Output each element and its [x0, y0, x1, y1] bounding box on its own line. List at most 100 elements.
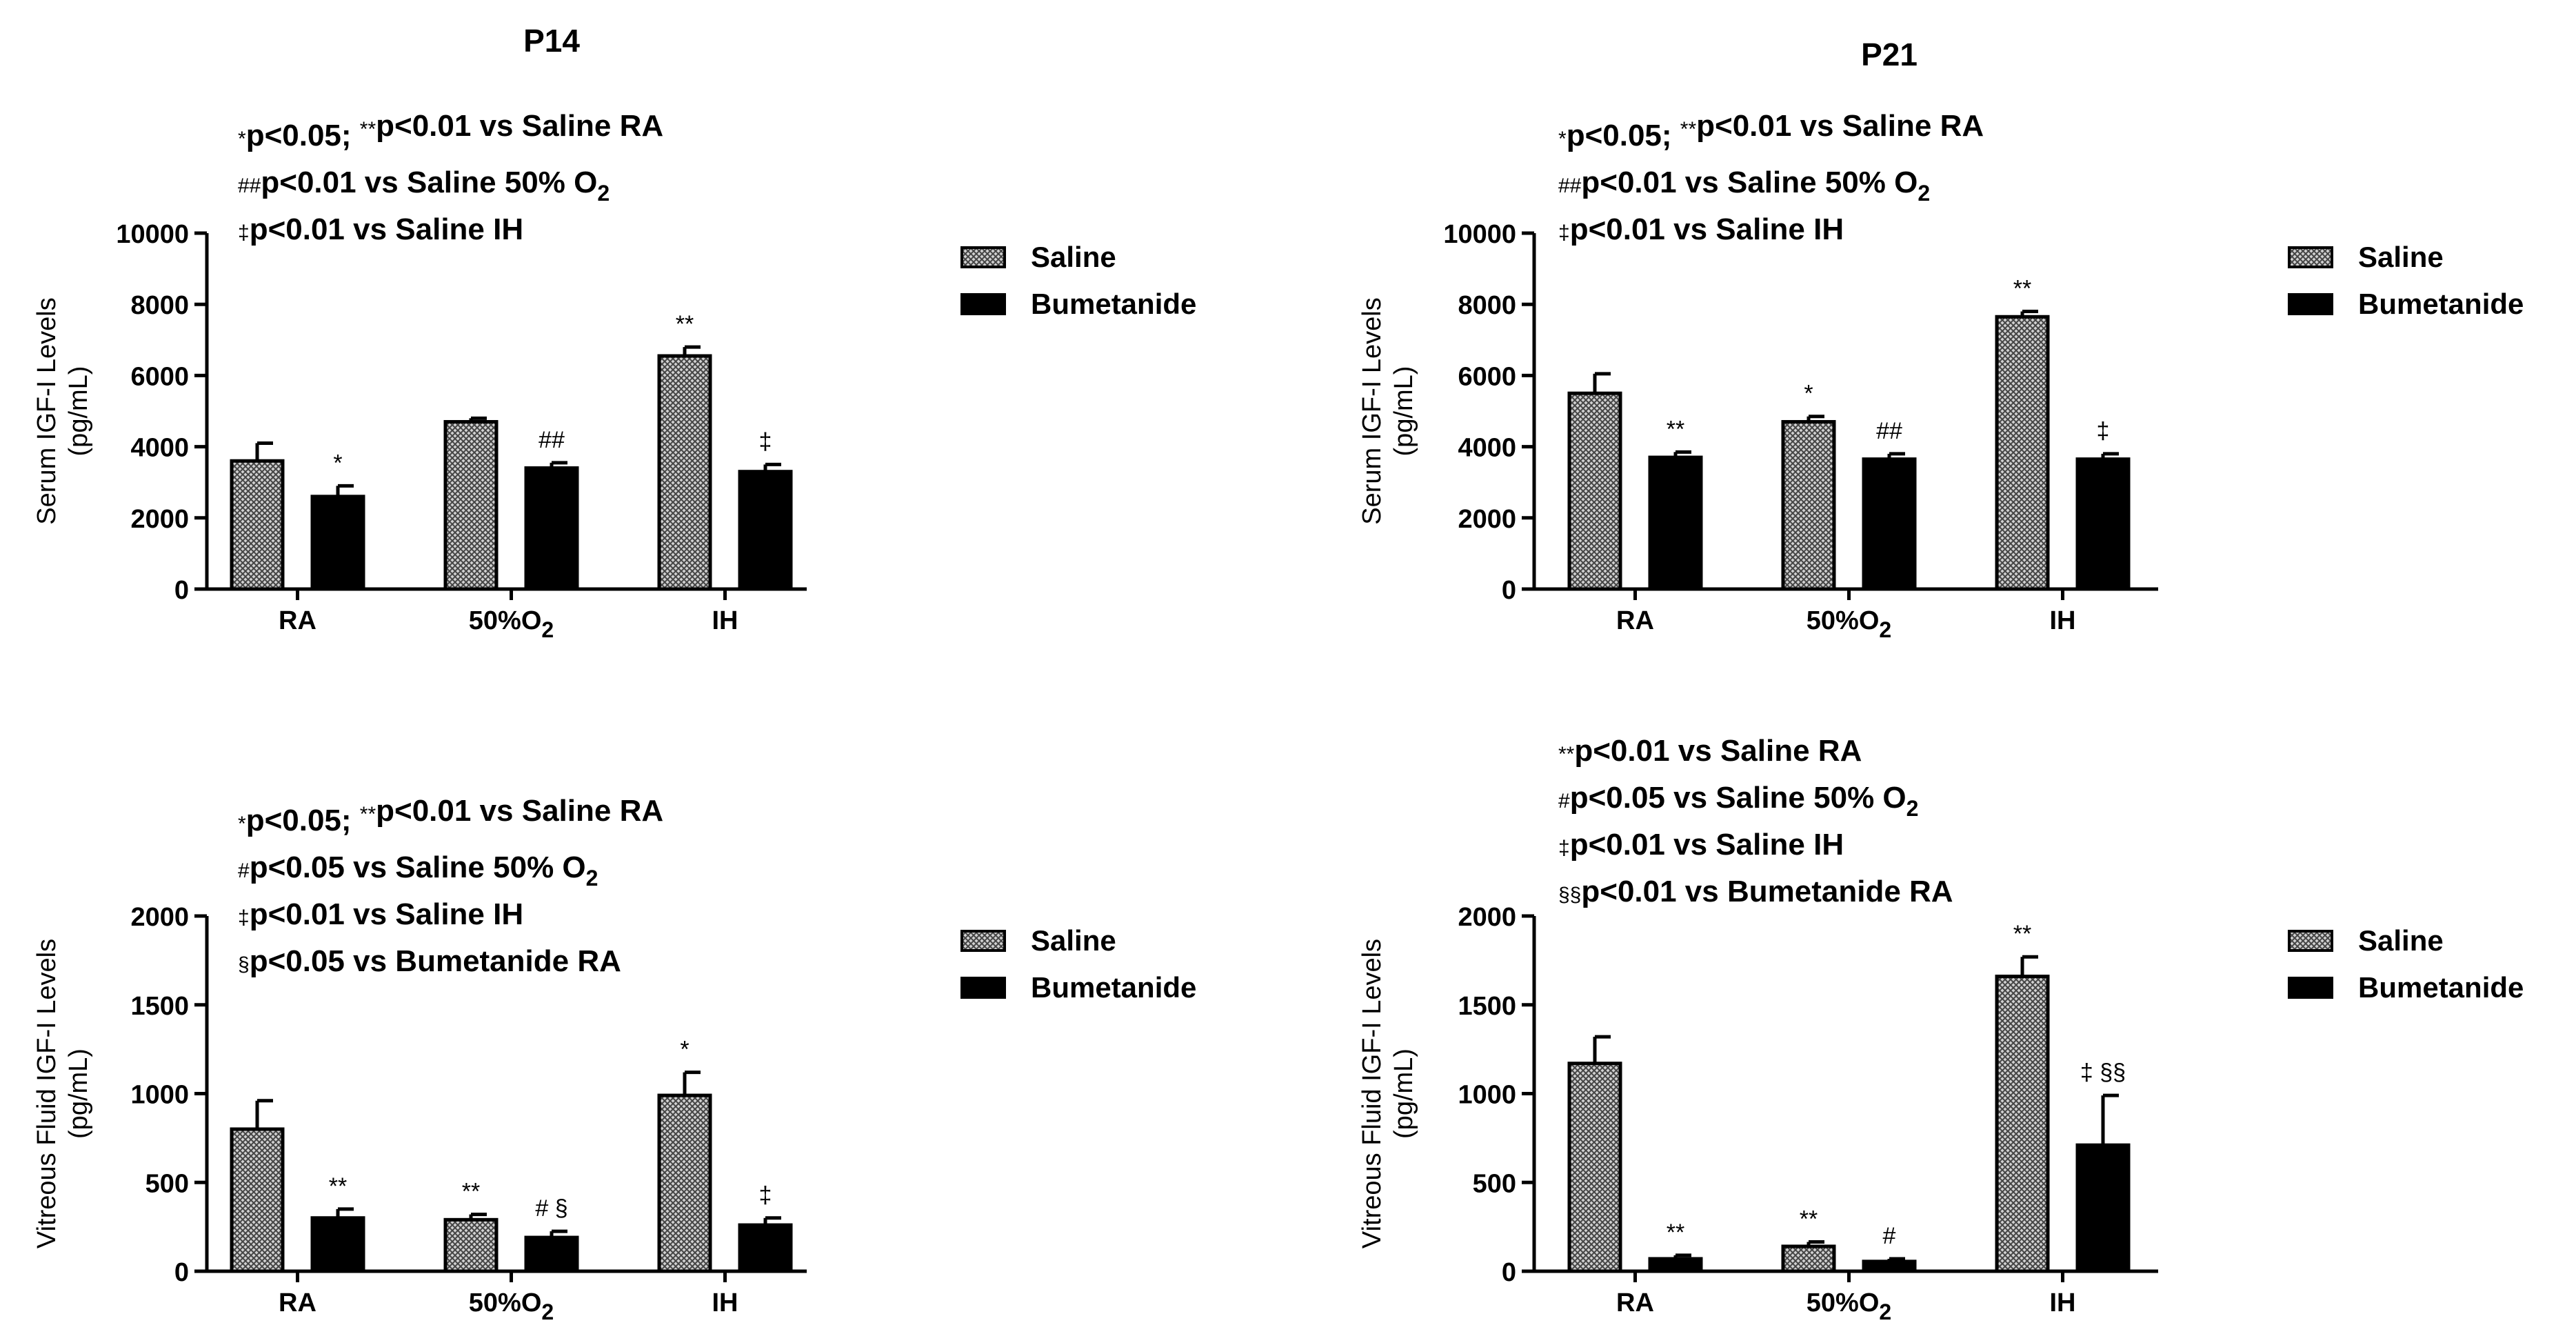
significance-label: ** [676, 311, 694, 337]
significance-label: ** [1800, 1206, 1818, 1233]
legend-label: Bumetanide [2358, 971, 2524, 1004]
significance-label: ‡ [2097, 418, 2110, 444]
y-tick-label: 0 [1502, 1258, 1516, 1287]
legend-label: Saline [2358, 241, 2444, 273]
y-tick-label: 6000 [1458, 362, 1516, 391]
x-tick-label: RA [1616, 1288, 1654, 1317]
legend-label: Saline [2358, 924, 2444, 957]
legend-swatch-bumetanide [2288, 977, 2333, 999]
x-tick-label: IH [712, 606, 738, 635]
bar-bumetanide-3 [738, 1223, 793, 1273]
bar-bumetanide-3 [738, 470, 793, 591]
bar-saline-1 [1567, 391, 1622, 591]
y-tick-label: 2000 [130, 505, 189, 534]
annotation-line: ‡p<0.01 vs Saline IH [238, 212, 523, 246]
bar-bumetanide-3 [2075, 1143, 2131, 1273]
bar-saline-1 [230, 459, 285, 591]
legend-swatch-bumetanide [2288, 293, 2333, 315]
bar-saline-3 [1995, 975, 2050, 1273]
y-tick-label: 8000 [130, 291, 189, 320]
significance-label: ** [2013, 276, 2031, 302]
significance-label: ‡ §§ [2080, 1059, 2126, 1086]
x-tick-label: 50%O2 [1807, 606, 1891, 642]
x-tick-label: RA [279, 606, 316, 635]
legend-label: Saline [1031, 924, 1116, 957]
significance-label: ** [2013, 921, 2031, 947]
chart-p14-vitreous: *p<0.05; **p<0.01 vs Saline RA #p<0.05 vs… [32, 794, 1196, 1324]
significance-label: ** [1667, 416, 1684, 442]
bar-bumetanide-2 [524, 1235, 579, 1273]
bar-saline-3 [657, 354, 712, 591]
annotation-line: *p<0.05; **p<0.01 vs Saline RA [238, 109, 663, 152]
x-tick-label: IH [2050, 1288, 2076, 1317]
y-axis-label: (pg/mL) [1389, 1048, 1418, 1139]
significance-label: * [680, 1037, 689, 1063]
legend-swatch-saline [2288, 930, 2333, 952]
x-tick-label: 50%O2 [1807, 1288, 1891, 1324]
significance-label: ** [1667, 1219, 1684, 1246]
legend-label: Saline [1031, 241, 1116, 273]
x-tick-label: RA [1616, 606, 1654, 635]
annotation-line: ##p<0.01 vs Saline 50% O2 [238, 166, 610, 206]
annotation-line: #p<0.05 vs Saline 50% O2 [1558, 781, 1918, 821]
annotation-line: §§p<0.01 vs Bumetanide RA [1558, 875, 1953, 908]
y-axis-label: (pg/mL) [64, 366, 93, 457]
annotation-line: ##p<0.01 vs Saline 50% O2 [1558, 166, 1930, 206]
x-tick-label: IH [2050, 606, 2076, 635]
y-axis-label: Serum IGF-I Levels [32, 297, 61, 524]
chart-p14-serum: P14 *p<0.05; **p<0.01 vs Saline RA ##p<0.0… [32, 23, 1196, 642]
x-tick-label: RA [279, 1288, 316, 1317]
chart-title: P14 [523, 23, 580, 59]
annotation-line: ‡p<0.01 vs Saline IH [1558, 828, 1844, 862]
y-tick-label: 8000 [1458, 291, 1516, 320]
x-tick-label: 50%O2 [469, 1288, 554, 1324]
y-tick-label: 2000 [130, 903, 189, 932]
bar-saline-1 [1567, 1062, 1622, 1273]
y-tick-label: 500 [145, 1169, 189, 1198]
annotation-line: *p<0.05; **p<0.01 vs Saline RA [1558, 109, 1984, 152]
y-tick-label: 500 [1473, 1169, 1516, 1198]
y-tick-label: 4000 [130, 434, 189, 463]
y-axis-label: Vitreous Fluid IGF-I Levels [32, 939, 61, 1248]
y-tick-label: 1500 [1458, 992, 1516, 1021]
y-tick-label: 6000 [130, 362, 189, 391]
chart-p21-serum: P21 *p<0.05; **p<0.01 vs Saline RA ##p<0.0… [1358, 37, 2524, 642]
y-axis-label: (pg/mL) [1389, 366, 1418, 457]
legend-label: Bumetanide [1031, 288, 1196, 320]
significance-label: * [1804, 381, 1813, 407]
chart-p21-vitreous: **p<0.01 vs Saline RA #p<0.05 vs Saline 5… [1358, 734, 2524, 1324]
significance-label: ‡ [759, 428, 772, 455]
bar-bumetanide-3 [2075, 457, 2131, 591]
significance-label: ## [1876, 418, 1902, 444]
annotation-line: #p<0.05 vs Saline 50% O2 [238, 850, 598, 890]
y-tick-label: 1000 [1458, 1081, 1516, 1110]
significance-label: # [1883, 1223, 1896, 1249]
bar-bumetanide-2 [524, 466, 579, 591]
bar-saline-2 [443, 419, 499, 591]
bar-bumetanide-1 [1648, 455, 1703, 591]
y-tick-label: 2000 [1458, 505, 1516, 534]
bar-bumetanide-2 [1862, 457, 1917, 591]
y-tick-label: 10000 [116, 220, 189, 249]
legend-label: Bumetanide [1031, 971, 1196, 1004]
bar-saline-3 [1995, 315, 2050, 591]
x-tick-label: 50%O2 [469, 606, 554, 642]
y-tick-label: 1000 [130, 1081, 189, 1110]
annotation-line: §p<0.05 vs Bumetanide RA [238, 944, 621, 978]
bar-bumetanide-2 [1862, 1260, 1917, 1273]
significance-label: ## [539, 427, 565, 453]
y-axis-label: Serum IGF-I Levels [1358, 297, 1387, 524]
bar-saline-2 [1781, 419, 1836, 591]
significance-label: * [333, 450, 342, 476]
y-axis-label: (pg/mL) [64, 1048, 93, 1139]
annotation-line: *p<0.05; **p<0.01 vs Saline RA [238, 794, 663, 837]
significance-label: ‡ [759, 1182, 772, 1208]
annotation-line: **p<0.01 vs Saline RA [1558, 734, 1862, 768]
annotation-line: ‡p<0.01 vs Saline IH [238, 897, 523, 931]
legend-label: Bumetanide [2358, 288, 2524, 320]
legend-swatch-bumetanide [960, 293, 1006, 315]
chart-title: P21 [1861, 37, 1918, 72]
bar-bumetanide-1 [1648, 1257, 1703, 1273]
significance-label: ** [462, 1179, 480, 1205]
